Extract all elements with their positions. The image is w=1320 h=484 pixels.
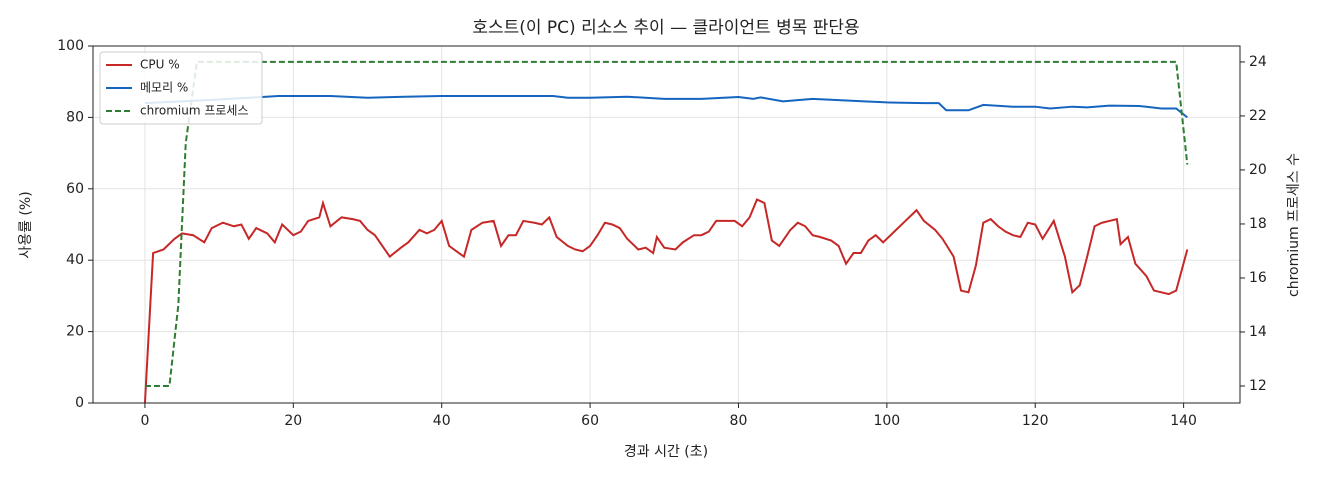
x-tick-label: 20 <box>284 413 302 429</box>
x-tick-label: 40 <box>433 413 451 429</box>
plot-frame <box>92 45 1241 404</box>
chart-title: 호스트(이 PC) 리소스 추이 — 클라이언트 병목 판단용 <box>472 18 859 38</box>
x-tick-label: 60 <box>581 413 599 429</box>
y-axis-label: 사용률 (%) <box>18 191 34 258</box>
series-line <box>143 198 1189 404</box>
y2-tick-label: 16 <box>1249 270 1267 286</box>
x-axis-label: 경과 시간 (초) <box>624 444 708 460</box>
y2-tick-label: 22 <box>1249 108 1267 124</box>
y-tick-label: 60 <box>66 181 84 197</box>
y2-tick-label: 14 <box>1249 324 1267 340</box>
x-tick-label: 0 <box>140 413 149 429</box>
x-tick-label: 80 <box>730 413 748 429</box>
legend-label: CPU % <box>140 58 180 72</box>
legend-label: chromium 프로세스 <box>140 104 249 118</box>
y-tick-label: 100 <box>57 38 84 54</box>
y-tick-label: 80 <box>66 109 84 125</box>
y-tick-label: 40 <box>66 252 84 268</box>
legend-box <box>99 51 263 125</box>
y2-tick-label: 12 <box>1249 378 1267 394</box>
y-tick-label: 0 <box>75 395 84 411</box>
y2-tick-label: 24 <box>1249 54 1267 70</box>
x-tick-label: 140 <box>1170 413 1197 429</box>
y2-tick-label: 20 <box>1249 162 1267 178</box>
y-tick-label: 20 <box>66 324 84 340</box>
x-tick-label: 100 <box>873 413 900 429</box>
y2-tick-label: 18 <box>1249 216 1267 232</box>
series-line <box>144 94 1188 119</box>
x-tick-label: 120 <box>1022 413 1049 429</box>
y2-axis-label: chromium 프로세스 수 <box>1286 153 1302 297</box>
legend-label: 메모리 % <box>140 81 188 95</box>
